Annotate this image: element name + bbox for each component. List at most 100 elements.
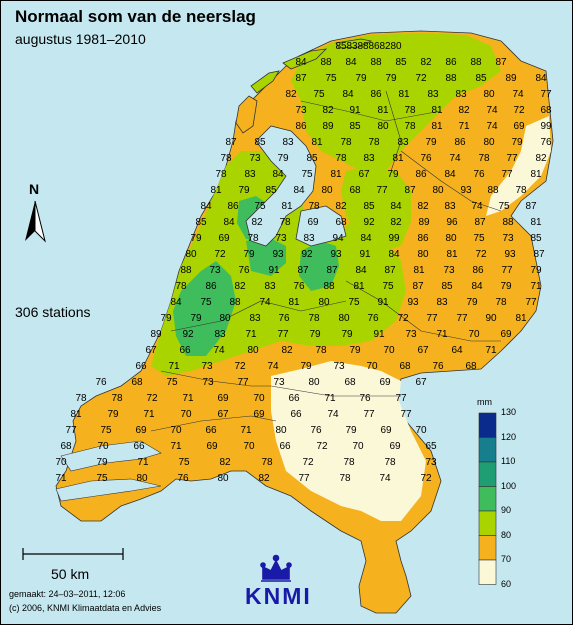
station-value: 83 <box>214 329 226 340</box>
footer-made: gemaakt: 24–03–2011, 12:06 <box>9 589 126 599</box>
station-value: 80 <box>483 89 495 100</box>
station-value: 78 <box>315 345 327 356</box>
station-value: 69 <box>307 217 319 228</box>
station-value: 87 <box>404 185 416 196</box>
station-value: 73 <box>273 377 285 388</box>
ijsselmeer <box>245 125 317 247</box>
legend-band <box>478 461 497 487</box>
station-value: 87 <box>295 73 307 84</box>
station-value: 91 <box>349 105 361 116</box>
station-value: 87 <box>474 217 486 228</box>
station-value: 86 <box>415 169 427 180</box>
station-value: 87 <box>533 249 545 260</box>
station-value: 80 <box>219 313 231 324</box>
station-value: 82 <box>417 201 429 212</box>
station-value: 82 <box>219 457 231 468</box>
station-value: 68 <box>60 441 72 452</box>
station-value: 93 <box>407 297 419 308</box>
station-value: 79 <box>190 233 202 244</box>
station-value: 69 <box>513 121 525 132</box>
station-value: 78 <box>515 185 527 196</box>
station-value: 80 <box>247 345 259 356</box>
station-value: 88 <box>470 57 482 68</box>
station-value: 78 <box>220 153 232 164</box>
station-value: 99 <box>540 121 552 132</box>
station-value: 70 <box>180 409 192 420</box>
station-value: 71 <box>55 473 67 484</box>
station-value: 73 <box>502 233 514 244</box>
station-value: 73 <box>443 265 455 276</box>
station-value: 72 <box>475 249 487 260</box>
station-value: 65 <box>425 441 437 452</box>
station-value: 92 <box>363 217 375 228</box>
station-value: 88 <box>487 185 499 196</box>
station-value: 69 <box>217 393 229 404</box>
station-value: 66 <box>179 345 191 356</box>
station-value: 79 <box>425 137 437 148</box>
zeeland-water <box>60 440 162 472</box>
station-value: 72 <box>415 73 427 84</box>
station-value: 83 <box>264 281 276 292</box>
station-value: 78 <box>335 153 347 164</box>
station-value: 71 <box>168 361 180 372</box>
station-value: 79 <box>500 281 512 292</box>
station-value: 85 <box>530 233 542 244</box>
legend-tick-label: 130 <box>501 407 517 417</box>
station-value: 70 <box>366 361 378 372</box>
legend-tick-label: 80 <box>501 529 512 540</box>
station-value: 89 <box>505 73 517 84</box>
station-value: 67 <box>415 377 427 388</box>
station-value: 75 <box>382 281 394 292</box>
station-value: 68 <box>344 377 356 388</box>
station-value: 88 <box>370 57 382 68</box>
station-value: 70 <box>415 425 427 436</box>
station-value: 79 <box>277 153 289 164</box>
station-value: 88 <box>320 57 332 68</box>
legend-band <box>478 486 497 512</box>
station-value: 78 <box>495 297 507 308</box>
station-value: 83 <box>303 233 315 244</box>
station-value: 84 <box>355 265 367 276</box>
station-value: 78 <box>261 457 273 468</box>
station-value: 74 <box>486 105 498 116</box>
station-value: 78 <box>368 137 380 148</box>
station-value: 68 <box>335 217 347 228</box>
band-90-100-holland <box>173 261 236 356</box>
band-60-70-central <box>271 361 426 521</box>
station-value: 83 <box>282 137 294 148</box>
station-value: 84 <box>390 201 402 212</box>
station-value: 82 <box>458 105 470 116</box>
station-value: 91 <box>268 265 280 276</box>
station-value: 70 <box>97 441 109 452</box>
station-value: 77 <box>277 329 289 340</box>
station-value: 88 <box>229 297 241 308</box>
station-value: 86 <box>370 89 382 100</box>
station-value: 78 <box>111 393 123 404</box>
station-value: 85 <box>195 217 207 228</box>
station-value: 77 <box>426 313 438 324</box>
station-value: 88 <box>445 73 457 84</box>
station-value: 77 <box>363 409 375 420</box>
station-value: 78 <box>339 473 351 484</box>
station-value: 85 <box>306 153 318 164</box>
station-value: 75 <box>96 473 108 484</box>
station-value: 79 <box>341 329 353 340</box>
station-value: 68 <box>465 361 477 372</box>
station-value: 87 <box>297 265 309 276</box>
north-label: N <box>29 181 40 197</box>
station-value: 79 <box>511 137 523 148</box>
station-value: 79 <box>349 345 361 356</box>
station-value: 86 <box>205 281 217 292</box>
station-value: 78 <box>343 457 355 468</box>
station-value: 69 <box>389 441 401 452</box>
station-value: 80 <box>432 185 444 196</box>
station-value: 91 <box>359 249 371 260</box>
station-value: 86 <box>472 265 484 276</box>
footer-copyright: (c) 2006, KNMI Klimaatdata en Advies <box>9 603 162 613</box>
station-value: 68 <box>540 105 552 116</box>
station-value: 84 <box>342 89 354 100</box>
legend-band <box>478 437 497 463</box>
station-value: 69 <box>206 441 218 452</box>
station-value: 78 <box>175 281 187 292</box>
station-value: 82 <box>251 217 263 228</box>
